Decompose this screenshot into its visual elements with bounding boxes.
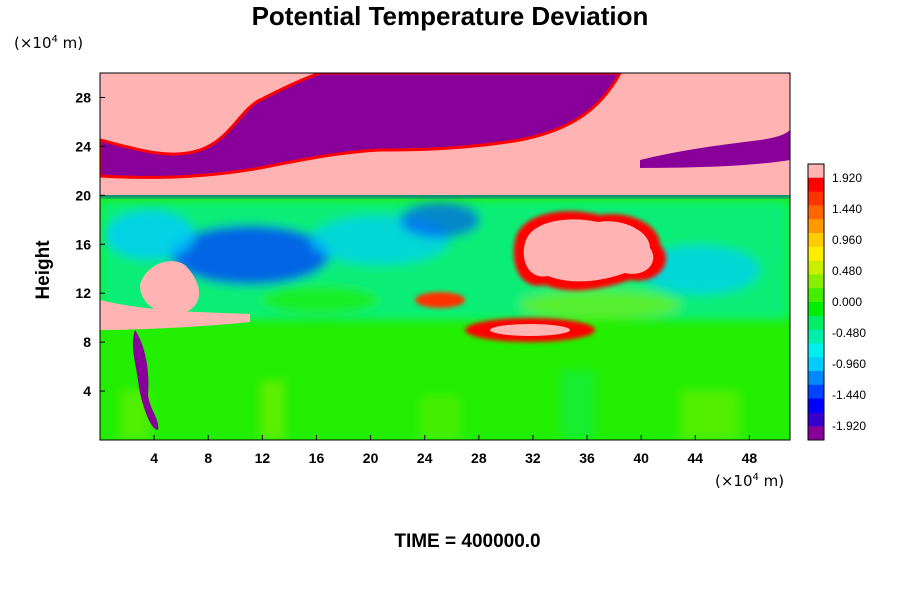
x-tick-label: 32 [525, 450, 541, 466]
colorbar-swatch [808, 274, 824, 289]
x-ticks: 4 8 12 16 20 24 28 32 36 40 44 48 [150, 435, 757, 466]
chart-title: Potential Temperature Deviation [251, 1, 649, 31]
colorbar-swatch [808, 219, 824, 234]
y-tick-label: 24 [75, 138, 91, 154]
y-tick-label: 8 [83, 334, 91, 350]
y-tick-label: 20 [75, 187, 91, 203]
pink-band [100, 158, 790, 195]
colorbar-swatch [808, 357, 824, 372]
x-tick-label: 12 [255, 450, 271, 466]
colorbar-frame [807, 163, 825, 441]
colorbar [808, 164, 824, 441]
colorbar-swatch [808, 384, 824, 400]
colorbar-swatch [808, 260, 824, 275]
colorbar-swatch [808, 329, 824, 344]
colorbar-swatch [808, 205, 824, 220]
y-tick-label: 16 [75, 236, 91, 252]
middle-band [100, 200, 790, 320]
y-ticks: 4 8 12 16 20 24 28 [75, 89, 105, 399]
y-unit-prefix: (×10 [14, 34, 52, 52]
x-tick-label: 8 [204, 450, 212, 466]
lower-texture [120, 370, 740, 440]
x-unit-prefix: (×10 [715, 472, 753, 490]
colorbar-label: 0.480 [832, 264, 862, 278]
colorbar-swatch [808, 426, 824, 441]
colorbar-label: 1.920 [832, 171, 862, 185]
y-unit-exponent: 4 [51, 34, 58, 45]
colorbar-swatch [808, 191, 824, 206]
colorbar-label: -0.960 [832, 357, 866, 371]
colorbar-swatch [808, 246, 824, 262]
x-tick-label: 28 [471, 450, 487, 466]
colorbar-swatch [808, 164, 824, 179]
y-tick-label: 28 [75, 89, 91, 105]
colorbar-swatch [808, 302, 824, 317]
y-tick-label: 4 [83, 383, 91, 399]
colorbar-label: 1.440 [832, 202, 862, 216]
cold-line [100, 193, 790, 198]
colorbar-swatch [808, 315, 824, 331]
x-tick-label: 16 [309, 450, 325, 466]
field-plot [100, 73, 790, 440]
y-unit-suffix: m) [57, 34, 84, 52]
colorbar-labels: 1.920 1.440 0.960 0.480 0.000 -0.480 -0.960 -1.… [832, 171, 866, 433]
x-tick-label: 44 [688, 450, 704, 466]
colorbar-label: -0.480 [832, 326, 866, 340]
x-unit-suffix: m) [758, 472, 785, 490]
x-unit-exponent: 4 [752, 472, 759, 483]
time-label: TIME = 400000.0 [394, 531, 541, 552]
colorbar-label: 0.960 [832, 233, 862, 247]
x-axis-unit: (×104 m) [715, 472, 784, 490]
colorbar-swatch [808, 177, 824, 193]
y-axis-unit: (×104 m) [14, 34, 83, 52]
upper-right-violet [640, 130, 790, 168]
colorbar-label: -1.920 [832, 419, 866, 433]
colorbar-label: 0.000 [832, 295, 862, 309]
colorbar-label: -1.440 [832, 388, 866, 402]
colorbar-swatch [808, 288, 824, 303]
colorbar-swatch [808, 343, 824, 358]
x-tick-label: 36 [579, 450, 595, 466]
cold-plume [132, 330, 159, 430]
plot-frame [99, 72, 791, 441]
colorbar-swatch [808, 233, 824, 248]
warm-patches [100, 211, 666, 342]
x-tick-label: 20 [363, 450, 379, 466]
x-tick-label: 24 [417, 450, 433, 466]
colorbar-swatch [808, 412, 824, 427]
x-tick-label: 48 [742, 450, 758, 466]
y-tick-label: 12 [75, 285, 91, 301]
x-tick-label: 4 [150, 450, 158, 466]
upper-violet-layer [100, 73, 622, 179]
colorbar-swatch [808, 371, 824, 386]
colorbar-swatch [808, 398, 824, 413]
x-tick-label: 40 [633, 450, 649, 466]
